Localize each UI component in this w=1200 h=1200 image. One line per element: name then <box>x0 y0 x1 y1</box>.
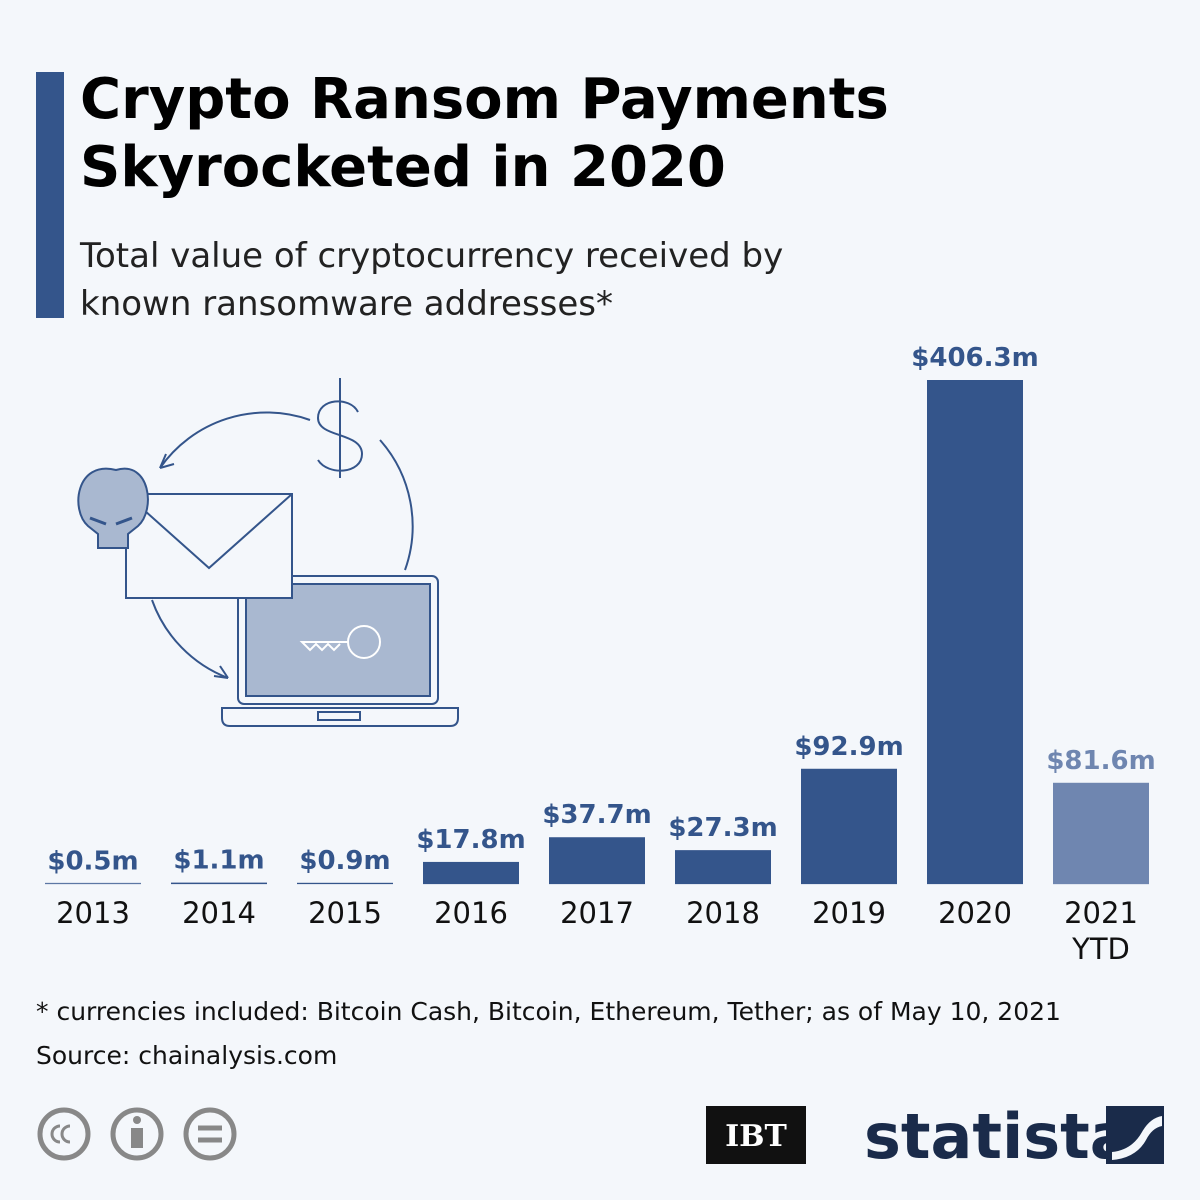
bar <box>1053 782 1149 884</box>
bar <box>927 380 1023 884</box>
x-tick-label: 2020 <box>938 896 1012 930</box>
x-tick-label: 2015 <box>308 896 382 930</box>
ibt-logo-bg <box>706 1106 806 1164</box>
chart-subtitle: Total value of cryptocurrency received b… <box>80 236 784 324</box>
bar <box>549 837 645 884</box>
value-label: $1.1m <box>173 846 264 876</box>
value-label: $92.9m <box>794 732 903 762</box>
source: Source: chainalysis.com <box>36 1041 338 1070</box>
statista-icon <box>1106 1106 1164 1164</box>
value-label: $81.6m <box>1046 746 1155 776</box>
footer: * currencies included: Bitcoin Cash, Bit… <box>36 990 1061 1078</box>
x-tick-label: 2016 <box>434 896 508 930</box>
value-label: $406.3m <box>911 343 1038 373</box>
bar <box>171 882 267 884</box>
value-label: $17.8m <box>416 825 525 855</box>
x-tick-label: 2019 <box>812 896 886 930</box>
bar <box>297 882 393 884</box>
cc-icons <box>37 1107 237 1161</box>
x-tick-label: 2017 <box>560 896 634 930</box>
chart-title: Crypto Ransom Payments Skyrocketed in 20… <box>80 67 889 200</box>
bar <box>423 861 519 884</box>
statista-icon-wave <box>1112 1116 1162 1160</box>
statista-logo: statista <box>864 1100 1132 1173</box>
footnote: * currencies included: Bitcoin Cash, Bit… <box>36 997 1061 1026</box>
value-label: $0.9m <box>299 846 390 876</box>
x-tick-label: 2021 YTD <box>1064 896 1138 966</box>
value-label: $37.7m <box>542 800 651 830</box>
value-label: $27.3m <box>668 813 777 843</box>
illustration <box>77 378 459 727</box>
x-tick-label: 2013 <box>56 896 130 930</box>
accent-bar <box>36 72 64 318</box>
x-tick-label: 2014 <box>182 896 256 930</box>
ibt-logo: IBT <box>725 1119 787 1154</box>
bar <box>45 883 141 884</box>
bar <box>675 850 771 884</box>
value-label: $0.5m <box>47 846 138 876</box>
bar <box>801 768 897 884</box>
x-tick-label: 2018 <box>686 896 760 930</box>
